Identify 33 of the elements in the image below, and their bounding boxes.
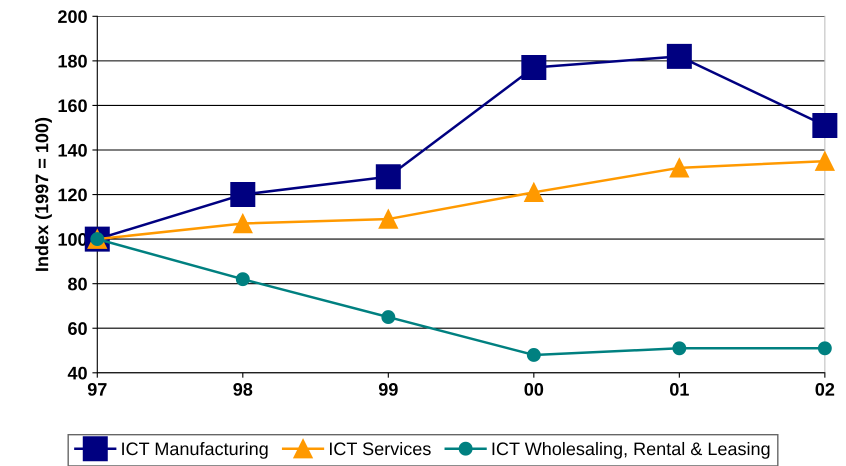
point — [818, 341, 832, 356]
point — [524, 182, 544, 202]
point — [812, 112, 838, 138]
y-tick-label: 200 — [58, 10, 87, 24]
point — [378, 209, 398, 229]
point — [233, 214, 253, 234]
point — [670, 158, 690, 178]
point — [526, 348, 541, 362]
x-tick-label: 02 — [816, 383, 834, 396]
y-tick-label: 80 — [68, 278, 87, 290]
legend-label: ICT Manufacturing — [122, 442, 268, 459]
point — [815, 151, 835, 171]
point — [521, 55, 546, 80]
y-tick-label: 60 — [68, 322, 87, 335]
legend-label: ICT Wholesaling, Rental & Leasing — [492, 442, 770, 459]
x-tick-label: 01 — [670, 383, 689, 396]
point — [381, 310, 396, 324]
x-tick-label: 98 — [233, 383, 252, 396]
x-tick-label: 99 — [378, 383, 398, 396]
y-tick-label: 40 — [68, 366, 87, 380]
y-tick-label: 120 — [58, 188, 87, 202]
y-tick-label: 140 — [58, 144, 87, 157]
x-tick-label: 97 — [88, 383, 107, 396]
y-axis-title: Index (1997 = 100) — [35, 118, 52, 271]
legend-label: ICT Services — [330, 442, 431, 456]
y-tick-label: 160 — [58, 99, 87, 112]
point — [230, 182, 256, 208]
y-tick-label: 180 — [58, 54, 87, 68]
point — [666, 44, 692, 69]
point — [376, 164, 401, 190]
point — [672, 341, 686, 356]
x-tick-label: 00 — [524, 383, 544, 396]
point — [236, 272, 250, 286]
